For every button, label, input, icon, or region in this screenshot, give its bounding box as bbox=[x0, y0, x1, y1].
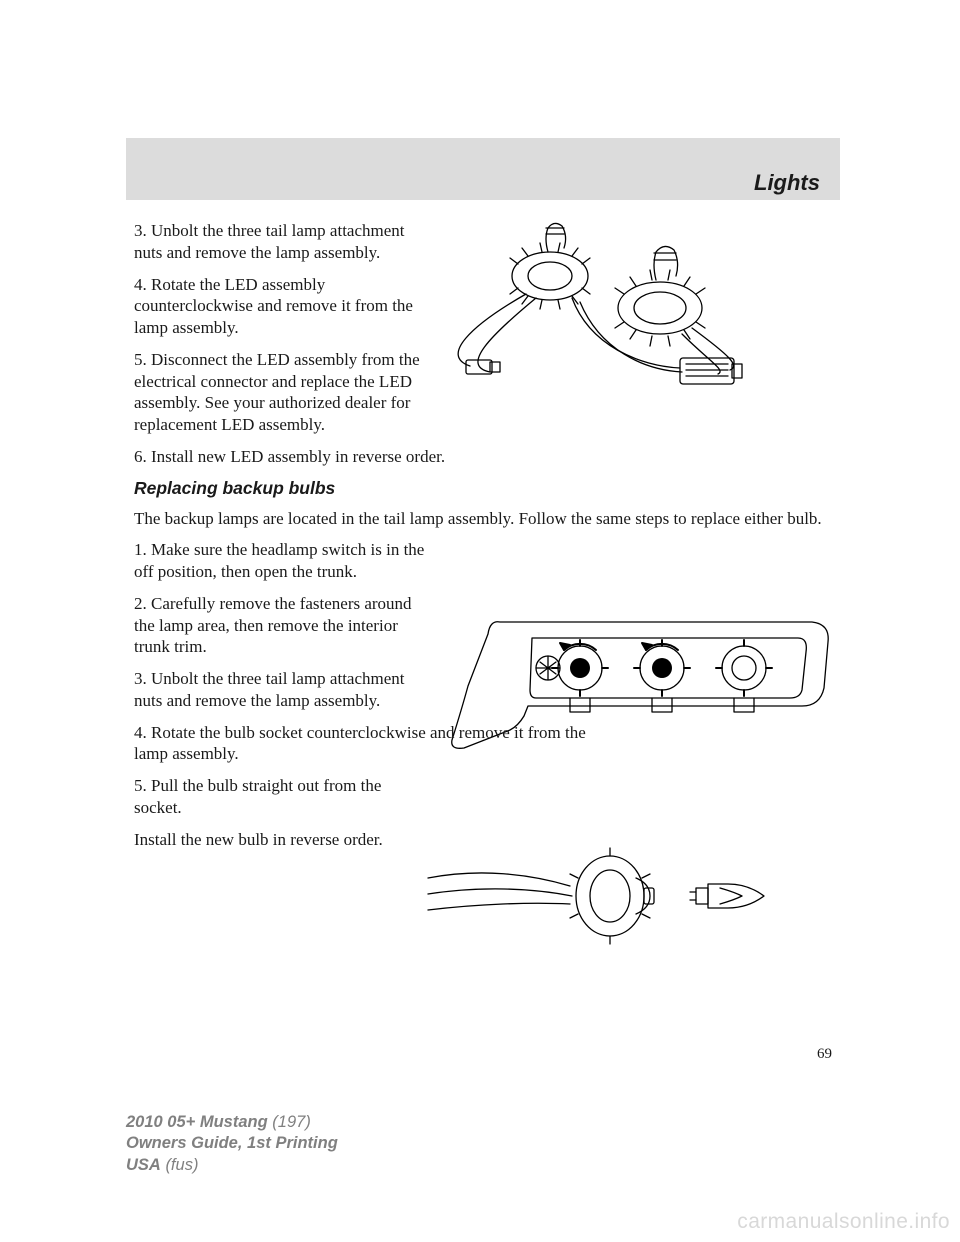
step-6: 6. Install new LED assembly in reverse o… bbox=[134, 446, 834, 468]
section-title: Lights bbox=[754, 170, 820, 196]
subheading-replacing-backup-bulbs: Replacing backup bulbs bbox=[134, 478, 834, 499]
page-number: 69 bbox=[817, 1046, 832, 1063]
backup-step-1: 1. Make sure the headlamp switch is in t… bbox=[134, 539, 432, 583]
footer-region-code: (fus) bbox=[165, 1156, 198, 1174]
backup-step-6: Install the new bulb in reverse order. bbox=[134, 829, 394, 851]
footer-guide: Owners Guide, 1st Printing bbox=[126, 1133, 338, 1154]
backup-step-2: 2. Carefully remove the fasteners around… bbox=[134, 593, 432, 658]
footer-model: 2010 05+ Mustang bbox=[126, 1113, 268, 1131]
intro-para: The backup lamps are located in the tail… bbox=[134, 508, 834, 530]
body-content: 3. Unbolt the three tail lamp attachment… bbox=[134, 220, 834, 860]
backup-step-5: 5. Pull the bulb straight out from the s… bbox=[134, 775, 414, 819]
footer-region: USA bbox=[126, 1156, 161, 1174]
backup-step-3: 3. Unbolt the three tail lamp attachment… bbox=[134, 668, 432, 712]
page: Lights bbox=[0, 0, 960, 1242]
step-4: 4. Rotate the LED assembly counterclockw… bbox=[134, 274, 432, 339]
backup-step-4: 4. Rotate the bulb socket counterclockwi… bbox=[134, 722, 604, 766]
step-3: 3. Unbolt the three tail lamp attachment… bbox=[134, 220, 432, 264]
watermark: carmanualsonline.info bbox=[737, 1210, 950, 1234]
section-header-bar: Lights bbox=[126, 138, 840, 200]
step-5: 5. Disconnect the LED assembly from the … bbox=[134, 349, 432, 436]
footer-block: 2010 05+ Mustang (197) Owners Guide, 1st… bbox=[126, 1112, 338, 1176]
footer-code: (197) bbox=[272, 1113, 311, 1131]
